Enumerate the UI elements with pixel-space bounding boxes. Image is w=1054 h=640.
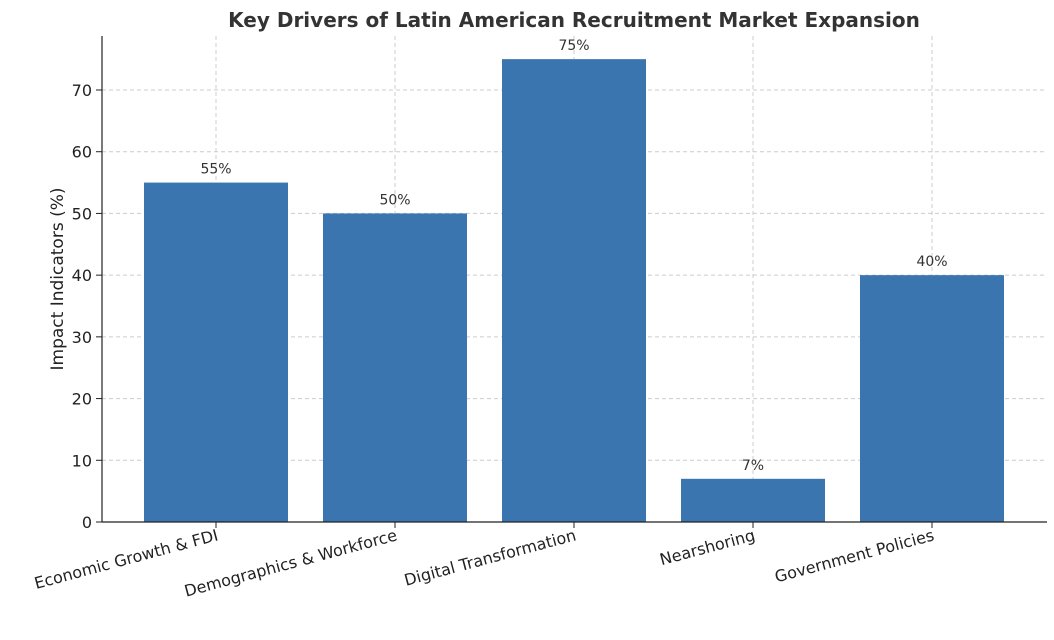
data-label: 40%: [916, 254, 947, 270]
y-tick-label: 40: [72, 266, 92, 285]
y-tick-label: 60: [72, 143, 92, 162]
data-label: 50%: [379, 192, 410, 208]
y-tick-label: 50: [72, 204, 92, 223]
y-tick-label: 70: [72, 81, 92, 100]
x-tick-label: Government Policies: [773, 526, 936, 587]
bar: [144, 182, 288, 523]
data-labels: 55% 50% 75% 7% 40%: [200, 38, 947, 474]
y-tick-label: 20: [72, 390, 92, 409]
bar: [323, 213, 467, 522]
bar: [502, 59, 646, 523]
bar: [681, 478, 825, 522]
chart-title: Key Drivers of Latin American Recruitmen…: [228, 8, 920, 32]
y-tick-label: 0: [82, 513, 92, 532]
y-tick-label: 30: [72, 328, 92, 347]
bars: [144, 59, 1004, 523]
y-axis-label: Impact Indicators (%): [48, 188, 68, 371]
data-label: 75%: [558, 38, 589, 54]
y-axis-ticks: 0 10 20 30 40 50 60 70: [72, 81, 102, 532]
x-tick-label: Nearshoring: [658, 526, 757, 570]
x-tick-label: Digital Transformation: [402, 526, 578, 590]
data-label: 7%: [742, 458, 764, 474]
bar: [860, 275, 1004, 522]
y-tick-label: 10: [72, 451, 92, 470]
data-label: 55%: [200, 162, 231, 178]
